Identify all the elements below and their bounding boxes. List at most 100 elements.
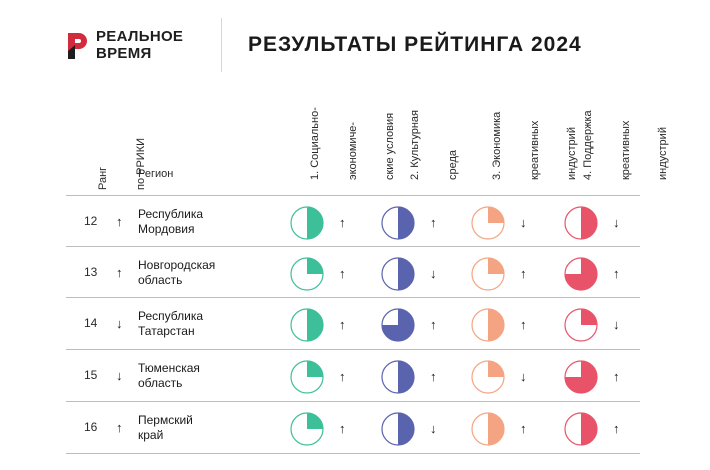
trend-up-icon: ↑ [520,266,527,281]
culture-score-pie [381,257,415,291]
brand-name-line1: РЕАЛЬНОЕ [96,28,184,45]
support-score-pie [564,308,598,342]
trend-down-icon: ↓ [613,317,620,332]
column-header-line: креативных [619,120,632,180]
culture-score-pie [381,308,415,342]
brand-name: РЕАЛЬНОЕ ВРЕМЯ [96,28,183,62]
economy-score-pie [471,308,505,342]
column-header-line: экономиче- [346,121,359,180]
table-divider [66,195,640,196]
column-header-line: 3. Экономика [491,111,503,180]
pie-fill-segment [488,413,504,445]
pie-fill-segment [398,207,414,239]
rank-trend-down-icon: ↓ [116,316,123,331]
rank-trend-up-icon: ↑ [116,214,123,229]
pie-fill-segment [398,258,414,290]
region-name: Новгородская область [138,258,216,287]
table-divider [66,401,640,402]
pie-fill-segment [581,309,597,325]
table-row: 14 ↓ Республика Татарстан ↑ ↑ ↑ ↓ [0,299,710,350]
rank-trend-down-icon: ↓ [116,368,123,383]
rank-value: 14 [84,316,98,330]
pie-fill-segment [488,207,504,223]
trend-up-icon: ↑ [520,317,527,332]
support-column-header: 4. Поддержка креативных индустрий [557,110,682,180]
trend-up-icon: ↑ [430,369,437,384]
rank-trend-up-icon: ↑ [116,420,123,435]
pie-fill-segment [565,361,597,393]
column-header-line: 2. Культурная [409,110,421,180]
rank-value: 12 [84,214,98,228]
trend-down-icon: ↓ [613,215,620,230]
rank-value: 13 [84,265,98,279]
trend-up-icon: ↑ [430,317,437,332]
trend-up-icon: ↑ [430,215,437,230]
table-row: 13 ↑ Новгородская область ↑ ↓ ↑ ↑ [0,248,710,299]
support-score-pie [564,412,598,446]
pie-fill-segment [581,413,597,445]
table-divider [66,246,640,247]
table-row: 15 ↓ Тюменская область ↑ ↑ ↓ ↑ [0,351,710,402]
culture-score-pie [381,206,415,240]
socio-score-pie [290,360,324,394]
support-score-pie [564,257,598,291]
trend-up-icon: ↑ [339,369,346,384]
socio-score-pie [290,206,324,240]
rank-value: 16 [84,420,98,434]
culture-column-header: 2. Культурная среда [384,110,472,180]
column-header-line: среда [446,149,459,180]
trend-up-icon: ↑ [339,421,346,436]
rank-header-line: Ранг [97,166,109,190]
economy-score-pie [471,257,505,291]
socio-score-pie [290,257,324,291]
socio-score-pie [290,308,324,342]
table-divider [66,453,640,454]
table-row: 16 ↑ Пермский край ↑ ↓ ↑ ↑ [0,403,710,454]
rank-header-line: по РРИКИ [134,137,147,190]
region-name: Пермский край [138,413,193,442]
trend-up-icon: ↑ [613,266,620,281]
pie-fill-segment [488,361,504,377]
support-score-pie [564,360,598,394]
culture-score-pie [381,360,415,394]
brand-name-line2: ВРЕМЯ [96,45,152,62]
region-column-header: Регион [138,168,174,180]
brand-logo-icon [68,33,87,59]
support-score-pie [564,206,598,240]
rank-column-header: Ранг по РРИКИ [72,138,160,190]
column-header-line: креативных [528,120,541,180]
region-name: Тюменская область [138,361,200,390]
pie-fill-segment [307,361,323,377]
trend-up-icon: ↑ [613,369,620,384]
pie-fill-segment [398,361,414,393]
trend-down-icon: ↓ [520,215,527,230]
column-header-line: индустрий [657,127,669,180]
rank-value: 15 [84,368,98,382]
pie-fill-segment [581,207,597,239]
pie-fill-segment [307,207,323,239]
column-header-line: 1. Социально- [309,107,321,180]
table-divider [66,297,640,298]
economy-score-pie [471,412,505,446]
page-title: РЕЗУЛЬТАТЫ РЕЙТИНГА 2024 [248,33,582,56]
economy-score-pie [471,206,505,240]
trend-up-icon: ↑ [339,266,346,281]
pie-fill-segment [382,309,414,341]
brand-logo: РЕАЛЬНОЕ ВРЕМЯ [66,28,206,64]
economy-score-pie [471,360,505,394]
pie-fill-segment [307,413,323,429]
trend-down-icon: ↓ [520,369,527,384]
trend-up-icon: ↑ [613,421,620,436]
trend-down-icon: ↓ [430,266,437,281]
table-divider [66,349,640,350]
pie-fill-segment [488,258,504,274]
region-name: Республика Татарстан [138,309,204,338]
pie-fill-segment [307,258,323,274]
trend-up-icon: ↑ [339,317,346,332]
pie-fill-segment [398,413,414,445]
pie-fill-segment [565,258,597,290]
trend-up-icon: ↑ [339,215,346,230]
column-header-line: 4. Поддержка [582,110,594,180]
table-row: 12 ↑ Республика Мордовия ↑ ↑ ↓ ↓ [0,197,710,248]
rank-trend-up-icon: ↑ [116,265,123,280]
